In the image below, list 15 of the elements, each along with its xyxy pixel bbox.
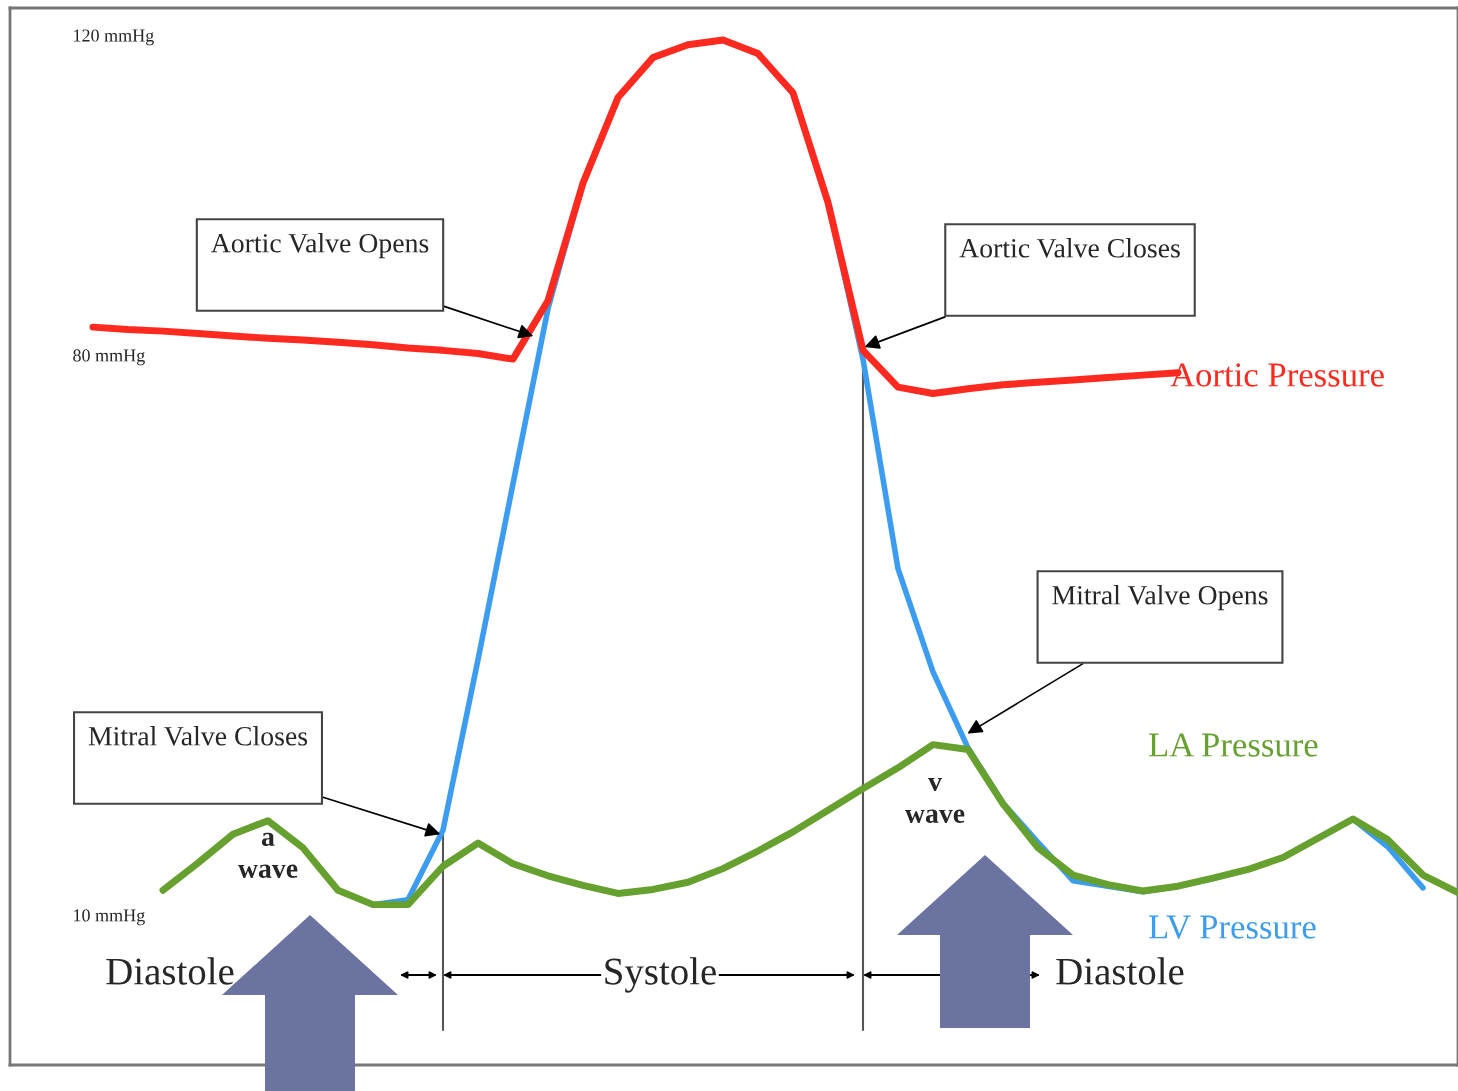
annotation: v wave: [905, 777, 965, 823]
annotation: Diastole: [1056, 957, 1184, 985]
y-tick-label: 10 mmHg: [74, 909, 145, 926]
y-tick-label: 120 mmHg: [74, 29, 154, 46]
annotation: Diastole: [106, 957, 234, 985]
annotation: Aortic Valve Closes: [959, 238, 1180, 258]
text: LA Pressure: [1149, 733, 1318, 757]
annotation: Mitral Valve Closes: [88, 726, 308, 746]
annotation: Systole: [605, 957, 716, 993]
series-label: Aortic Pressure: [1170, 363, 1384, 387]
annotation: a wave: [238, 832, 298, 878]
annotation: Aortic Valve Opens: [210, 233, 429, 259]
annotation: Mitral Valve Opens: [1052, 585, 1268, 611]
series-label: LV Pressure: [1149, 915, 1316, 939]
y-tick-label: 80 mmHg: [73, 349, 145, 366]
